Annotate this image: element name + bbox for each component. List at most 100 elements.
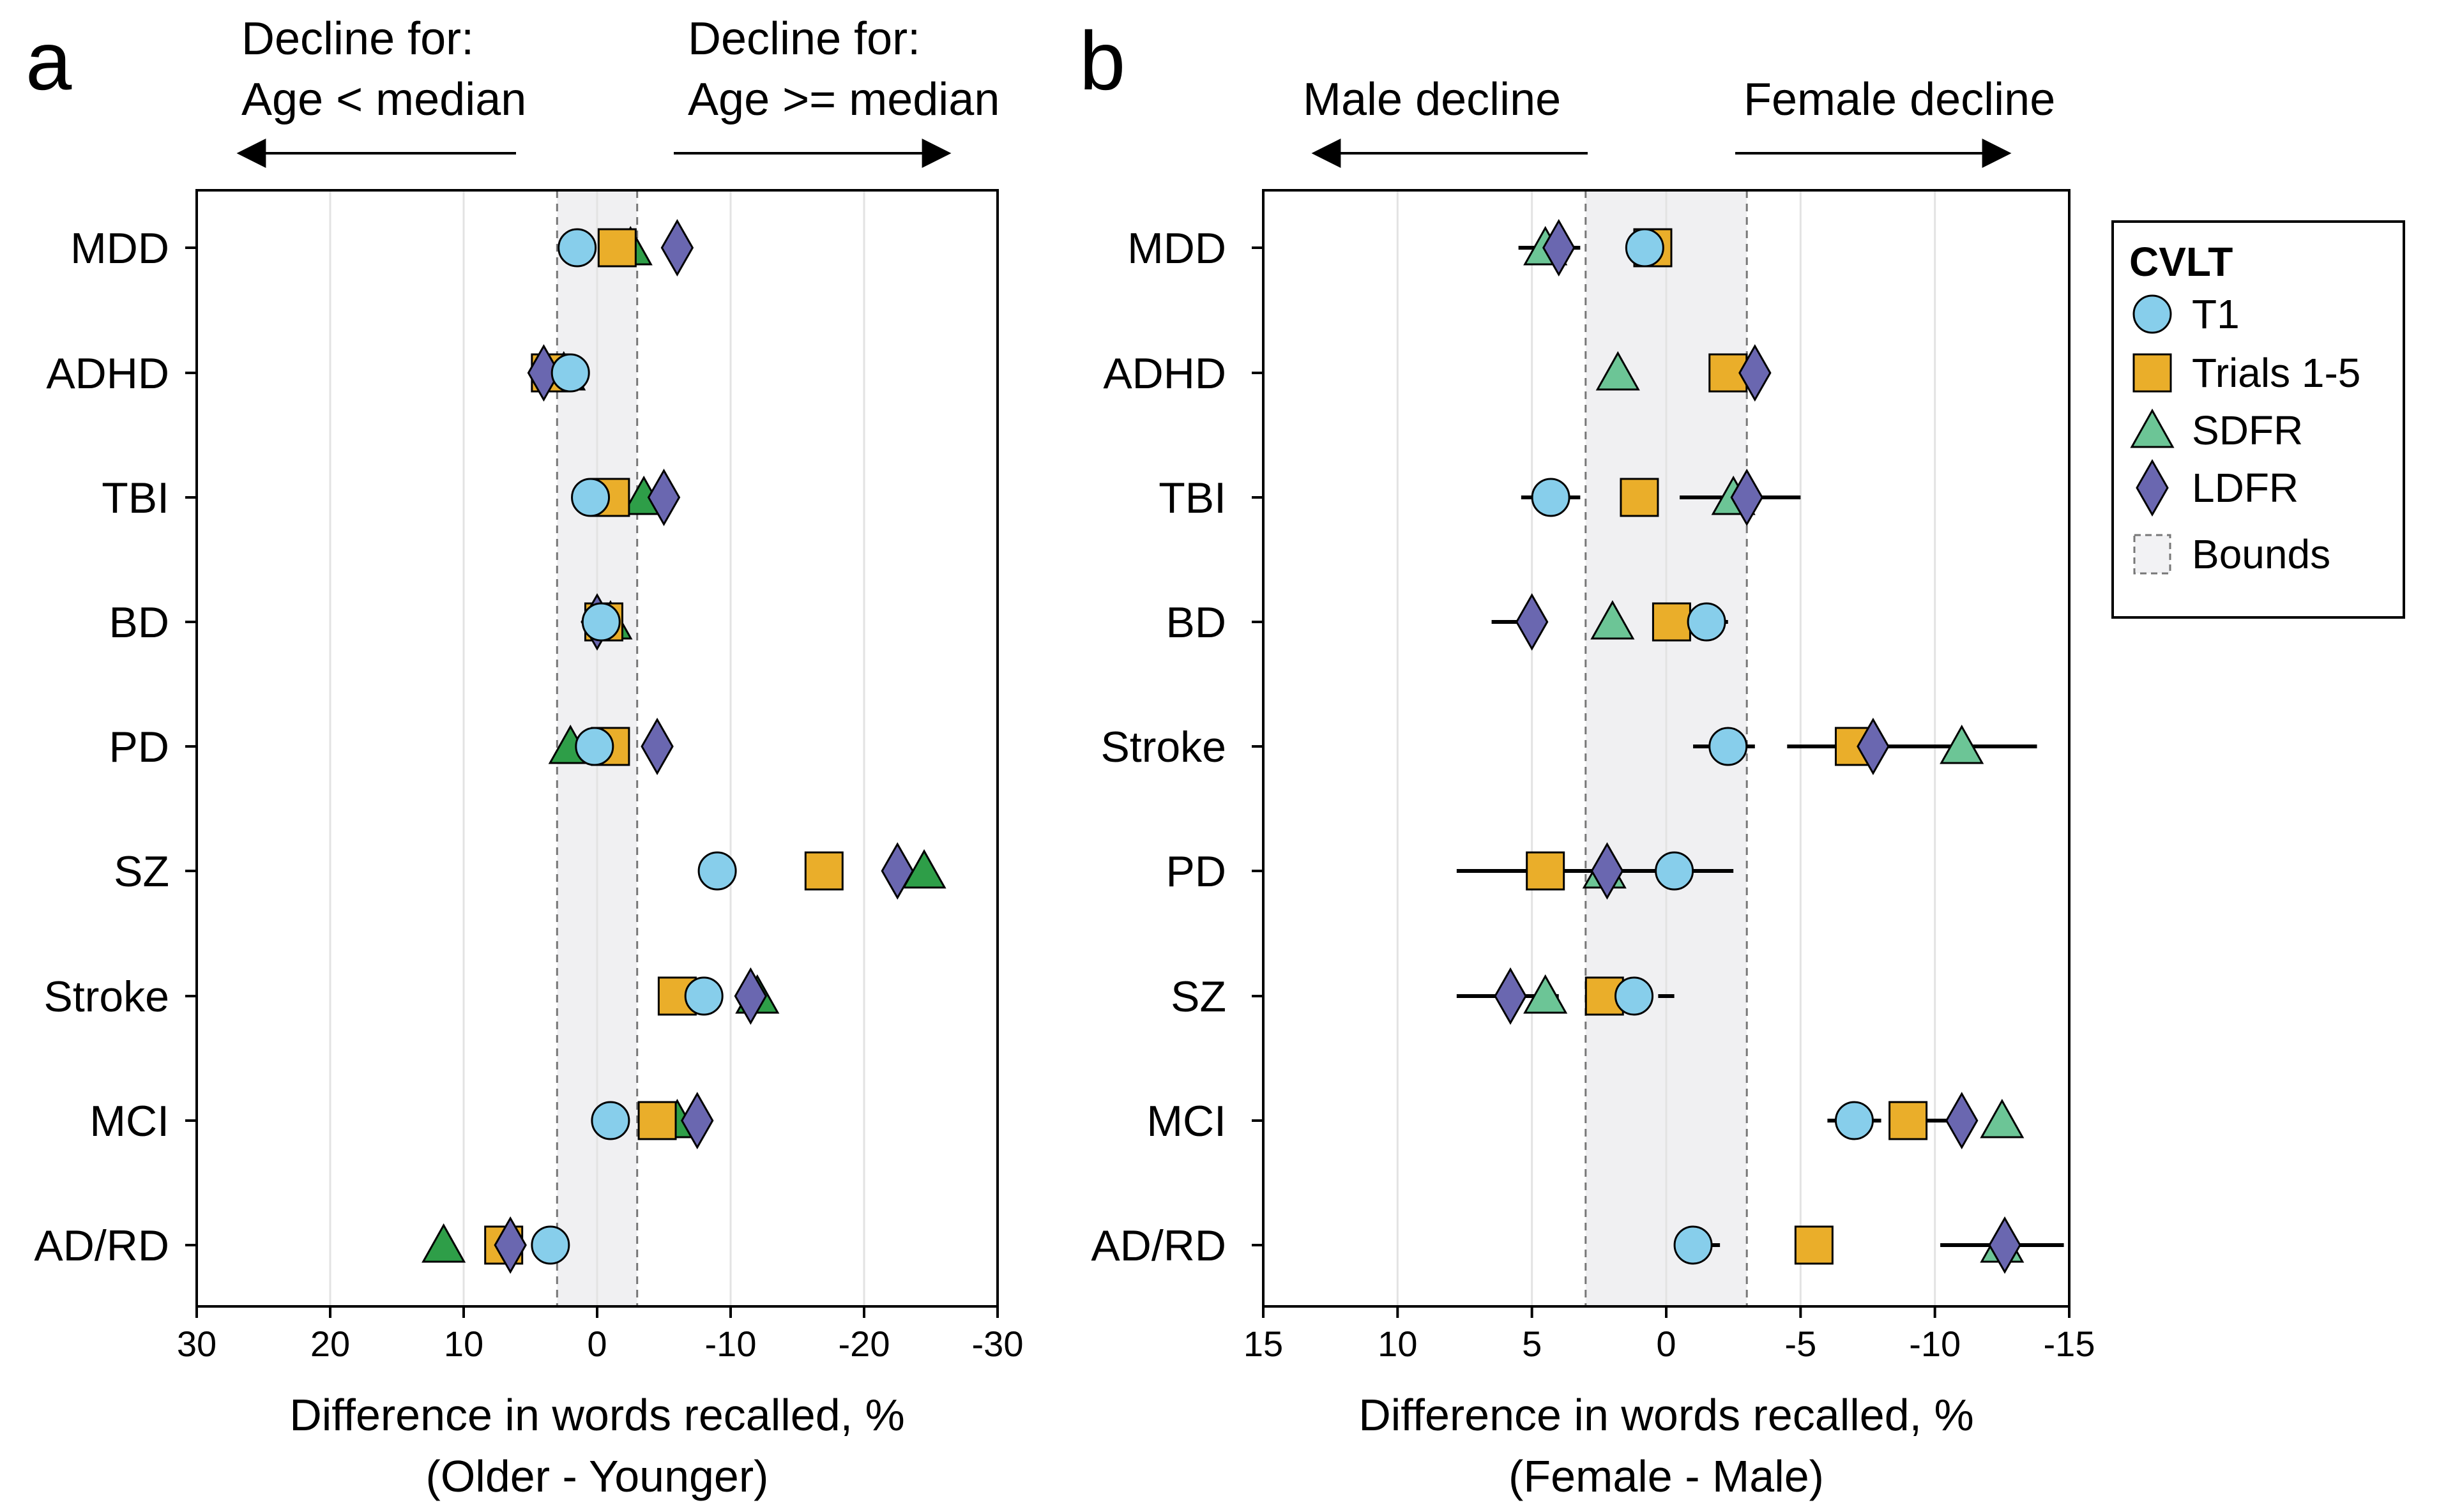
x-tick-label: -30 [972, 1324, 1024, 1364]
x-tick-label: 0 [1656, 1324, 1676, 1364]
right-arrow-label: Decline for: [688, 13, 920, 64]
point-diamond [647, 468, 681, 527]
category-label: AD/RD [34, 1221, 169, 1270]
legend-title: CVLT [2129, 239, 2233, 285]
point-circle [558, 228, 597, 268]
category-label: SZ [1171, 972, 1226, 1021]
point-triangle [1590, 600, 1635, 640]
category-label: Stroke [43, 972, 169, 1021]
point-circle [591, 1101, 630, 1140]
point-circle [1834, 1101, 1874, 1140]
point-square [1652, 602, 1691, 642]
category-label: Stroke [1100, 723, 1226, 771]
point-square [1526, 851, 1565, 891]
point-circle [697, 851, 737, 891]
legend-label: LDFR [2192, 465, 2298, 511]
left-arrow-label: Male decline [1303, 74, 1561, 125]
point-triangle [1523, 974, 1568, 1014]
point-diamond [881, 842, 914, 900]
point-diamond [681, 1091, 714, 1150]
category-label: ADHD [1103, 349, 1226, 398]
legend-square-swatch [2132, 353, 2172, 393]
point-diamond [1738, 344, 1772, 402]
x-axis-label: Difference in words recalled, % [289, 1390, 905, 1440]
x-tick-label: 10 [444, 1324, 483, 1364]
category-label: BD [109, 598, 169, 647]
category-label: BD [1166, 598, 1226, 647]
point-circle [571, 478, 611, 517]
category-label: MCI [1146, 1097, 1226, 1145]
point-triangle [1980, 1098, 2025, 1138]
category-label: TBI [1159, 474, 1226, 522]
point-diamond [660, 218, 694, 277]
legend-bounds-swatch [2133, 534, 2171, 575]
legend-diamond-swatch [2136, 458, 2169, 517]
x-tick-label: -10 [1909, 1324, 1961, 1364]
point-circle [684, 976, 724, 1016]
point-square [804, 851, 844, 891]
category-label: ADHD [46, 349, 169, 398]
legend-label: T1 [2192, 291, 2240, 337]
point-circle [1673, 1225, 1713, 1265]
point-circle [575, 727, 614, 766]
legend-label: SDFR [2192, 407, 2303, 453]
x-tick-label: 0 [587, 1324, 607, 1364]
point-diamond [1730, 468, 1763, 527]
legend: CVLT T1 Trials 1-5 SDFR LDFR Bounds [2111, 220, 2405, 619]
category-label: PD [109, 723, 169, 771]
point-triangle [1595, 351, 1640, 391]
left-arrow-label: Decline for: [241, 13, 474, 64]
panel-letter: b [1079, 14, 1125, 107]
left-arrow-label: Age < median [241, 74, 526, 125]
point-circle [1615, 976, 1654, 1016]
legend-triangle-swatch [2130, 408, 2175, 448]
category-label: MDD [70, 224, 169, 273]
x-tick-label: 5 [1522, 1324, 1542, 1364]
point-triangle [1940, 724, 1984, 764]
x-axis-label: Difference in words recalled, % [1358, 1390, 1974, 1440]
x-axis-label-sub: (Older - Younger) [426, 1451, 769, 1501]
legend-circle-swatch [2132, 294, 2172, 334]
point-circle [581, 602, 621, 642]
point-diamond [641, 717, 674, 776]
point-square [637, 1101, 677, 1140]
point-diamond [1988, 1216, 2021, 1274]
point-triangle [422, 1223, 466, 1263]
point-circle [551, 353, 590, 393]
right-arrow-label: Age >= median [688, 74, 999, 125]
x-tick-label: 15 [1243, 1324, 1283, 1364]
point-diamond [1494, 967, 1527, 1025]
category-label: PD [1166, 847, 1226, 896]
point-circle [1687, 602, 1726, 642]
category-label: SZ [114, 847, 169, 896]
right-arrow-label: Female decline [1744, 74, 2055, 125]
panel-letter: a [26, 14, 72, 107]
point-square [1620, 478, 1659, 517]
point-square [1794, 1225, 1834, 1265]
point-diamond [1945, 1091, 1979, 1150]
panel-a: a 30 20 10 0 -10 -20 -30 MDD ADHD TBI BD PD SZ Stroke M… [26, 13, 1023, 1501]
x-tick-label: -20 [839, 1324, 890, 1364]
point-triangle [902, 849, 946, 889]
point-square [597, 228, 637, 268]
point-circle [1625, 228, 1664, 268]
x-tick-label: -15 [2044, 1324, 2095, 1364]
x-tick-label: 20 [310, 1324, 350, 1364]
x-tick-label: 30 [177, 1324, 217, 1364]
x-tick-label: -10 [705, 1324, 757, 1364]
point-diamond [494, 1216, 527, 1274]
point-circle [1708, 727, 1748, 766]
panel-b: b 15 10 5 0 -5 -10 -15 MDD ADHD TBI BD Stroke PD SZ MCI… [1079, 14, 2095, 1501]
category-label: MCI [89, 1097, 169, 1145]
category-label: MDD [1127, 224, 1226, 273]
x-axis-label-sub: (Female - Male) [1508, 1451, 1824, 1501]
point-circle [531, 1225, 570, 1265]
legend-label: Trials 1-5 [2192, 350, 2360, 396]
legend-label: Bounds [2192, 531, 2330, 577]
x-tick-label: 10 [1378, 1324, 1417, 1364]
point-diamond [734, 967, 768, 1025]
category-label: TBI [102, 474, 169, 522]
point-circle [1655, 851, 1694, 891]
point-circle [1531, 478, 1570, 517]
